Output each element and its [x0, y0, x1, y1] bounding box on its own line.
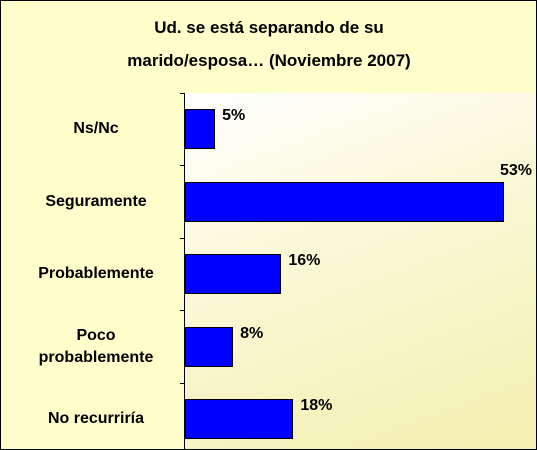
bar [185, 326, 234, 367]
tick-mark [180, 237, 184, 239]
category-label: Probablemente [38, 265, 154, 282]
bar [185, 254, 282, 294]
tick-mark [180, 165, 184, 167]
tick-mark [180, 382, 184, 384]
value-label: 18% [300, 397, 333, 414]
tick-mark [180, 92, 184, 94]
bar [185, 399, 294, 439]
category-label: Ns/Nc [73, 120, 119, 137]
value-label: 5% [222, 107, 246, 124]
tick-mark [180, 310, 184, 312]
bar [185, 181, 505, 222]
category-axis [184, 93, 185, 449]
category-label: No recurriría [47, 410, 145, 427]
bar [185, 109, 216, 149]
chart-title: Ud. se está separando de su marido/espos… [127, 18, 411, 70]
category-label: Seguramente [45, 192, 147, 210]
value-label: 8% [240, 324, 264, 342]
value-label: 53% [500, 161, 533, 179]
category-label: Poco probablemente [38, 326, 154, 366]
value-label: 16% [288, 252, 321, 269]
